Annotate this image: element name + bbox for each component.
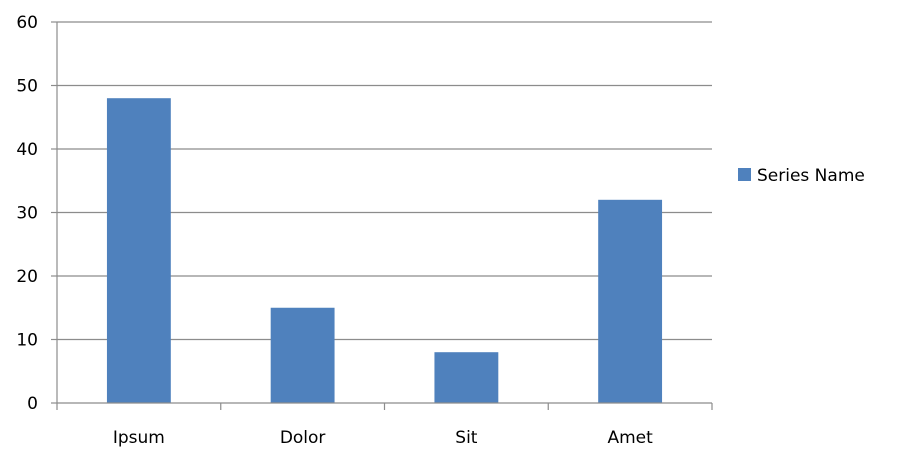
y-tick-label: 10 — [16, 331, 38, 351]
y-tick-label: 50 — [16, 77, 38, 97]
bar-ipsum — [106, 98, 171, 403]
x-tick-label: Ipsum — [113, 428, 165, 448]
bar-amet — [598, 199, 663, 403]
bar-dolor — [270, 307, 335, 403]
x-tick-label: Dolor — [280, 428, 326, 448]
legend-swatch — [738, 168, 751, 181]
y-tick-labels: 0 10 20 30 40 50 60 — [16, 13, 38, 414]
y-tick-label: 40 — [16, 140, 38, 160]
legend: Series Name — [738, 166, 865, 186]
y-tick-label: 20 — [16, 267, 38, 287]
x-tick-labels: Ipsum Dolor Sit Amet — [113, 428, 653, 448]
legend-label: Series Name — [757, 166, 865, 186]
x-tick-label: Amet — [607, 428, 653, 448]
bar-sit — [434, 352, 499, 403]
y-tick-label: 30 — [16, 204, 38, 224]
y-tick-label: 60 — [16, 13, 38, 33]
bars — [106, 98, 663, 403]
x-tick-label: Sit — [455, 428, 478, 448]
y-tick-label: 0 — [27, 394, 38, 414]
axes — [51, 21, 713, 410]
